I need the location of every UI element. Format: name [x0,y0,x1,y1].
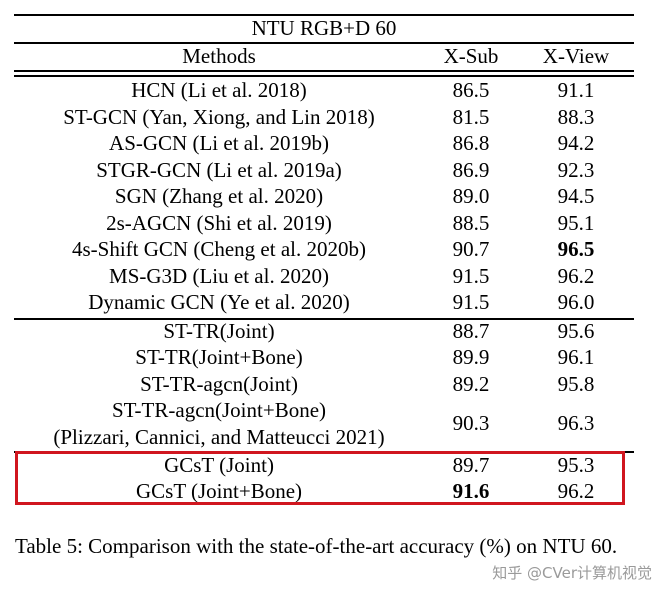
table-row-xsub: 89.7 [452,453,490,477]
highlight-box [15,451,625,505]
table-row-xview: 96.1 [557,345,595,369]
table-row-xview: 95.8 [557,372,595,396]
table-row-xsub: 86.8 [452,131,490,155]
header-rule-2 [14,75,634,77]
table-caption: Table 5: Comparison with the state-of-th… [15,534,618,558]
dataset-rule [14,42,634,44]
header-rule-1 [14,70,634,72]
table-row-method: HCN (Li et al. 2018) [131,78,307,102]
table-row-method: ST-TR-agcn(Joint) [140,372,298,396]
table-row-xsub: 89.2 [452,372,490,396]
table-row-xview-best: 96.5 [557,237,595,261]
table-row-method: ST-TR-agcn(Joint+Bone) [111,398,327,422]
table-row-method: 4s-Shift GCN (Cheng et al. 2020b) [72,237,366,261]
table-row-xsub: 90.7 [452,237,490,261]
table-row-method: SGN (Zhang et al. 2020) [114,184,324,208]
table-row-xview: 96.0 [557,290,595,314]
table-row-method: ST-GCN (Yan, Xiong, and Lin 2018) [63,105,375,129]
header-xsub: X-Sub [443,44,499,68]
table-row-xsub: 81.5 [452,105,490,129]
table-row-xview: 96.3 [557,411,595,435]
table-row-method: GCsT (Joint+Bone) [135,479,303,503]
table-row-xsub: 88.7 [452,319,490,343]
table-row-method: MS-G3D (Liu et al. 2020) [109,264,329,288]
table-row-method: AS-GCN (Li et al. 2019b) [109,131,329,155]
header-xview: X-View [542,44,610,68]
table-row-xview: 95.3 [557,453,595,477]
table-row-method: ST-TR(Joint) [163,319,275,343]
table-row-xview: 94.5 [557,184,595,208]
table-row-xview: 96.2 [557,479,595,503]
table-row-method: ST-TR(Joint+Bone) [135,345,303,369]
table-row-xsub: 86.5 [452,78,490,102]
table-row-xview: 92.3 [557,158,595,182]
table-row-method-citation: (Plizzari, Cannici, and Matteucci 2021) [53,425,385,449]
table-row-method: GCsT (Joint) [164,453,274,477]
table-row-xsub: 86.9 [452,158,490,182]
table-row-xsub: 91.5 [452,264,490,288]
watermark: 知乎 @CVer计算机视觉 [492,564,652,582]
table-row-xsub: 88.5 [452,211,490,235]
table-row-xview: 95.1 [557,211,595,235]
table-row-xsub: 89.0 [452,184,490,208]
table-row-xsub: 89.9 [452,345,490,369]
table-row-xsub-best: 91.6 [452,479,490,503]
table-row-xsub: 91.5 [452,290,490,314]
dataset-title: NTU RGB+D 60 [251,16,397,40]
table-row-method: Dynamic GCN (Ye et al. 2020) [88,290,350,314]
table-row-xview: 95.6 [557,319,595,343]
table-row-xview: 96.2 [557,264,595,288]
table-row-method: 2s-AGCN (Shi et al. 2019) [106,211,332,235]
table-row-xview: 94.2 [557,131,595,155]
table-row-xsub: 90.3 [452,411,490,435]
table-row-xview: 88.3 [557,105,595,129]
header-methods: Methods [182,44,256,68]
table-row-xview: 91.1 [557,78,595,102]
top-rule [14,14,634,16]
table-row-method: STGR-GCN (Li et al. 2019a) [96,158,342,182]
group-rule-1 [14,318,634,320]
